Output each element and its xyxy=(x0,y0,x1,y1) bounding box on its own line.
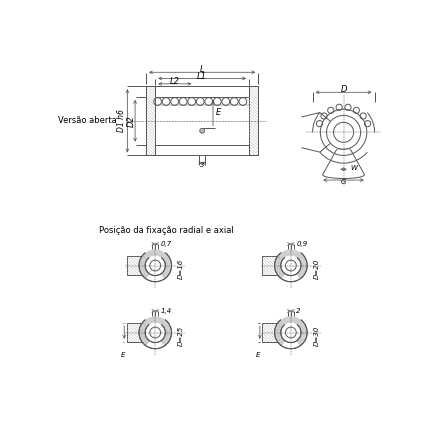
Text: D=16: D=16 xyxy=(178,259,184,279)
Text: 0,7: 0,7 xyxy=(161,241,172,247)
Bar xyxy=(146,86,155,155)
Bar xyxy=(126,256,143,275)
Text: D=25: D=25 xyxy=(178,326,184,346)
Text: Posição da fixação radial e axial: Posição da fixação radial e axial xyxy=(99,226,234,235)
Text: D=30: D=30 xyxy=(313,326,320,346)
Text: E: E xyxy=(120,352,125,358)
Text: 0,9: 0,9 xyxy=(296,241,307,247)
Bar xyxy=(249,86,258,155)
Bar xyxy=(262,323,279,342)
Text: 2: 2 xyxy=(296,308,301,314)
Text: L: L xyxy=(200,66,204,75)
Text: D2: D2 xyxy=(127,115,136,127)
Text: E: E xyxy=(256,352,261,358)
Text: D: D xyxy=(341,85,347,94)
Text: 1,4: 1,4 xyxy=(161,308,172,314)
Text: G: G xyxy=(341,179,346,185)
Text: 3: 3 xyxy=(200,163,204,169)
Text: D=20: D=20 xyxy=(313,259,320,279)
Bar xyxy=(126,323,143,342)
Text: L2: L2 xyxy=(170,77,180,86)
Text: W: W xyxy=(350,165,357,171)
Text: Versão aberta: Versão aberta xyxy=(58,116,117,125)
Bar xyxy=(262,256,279,275)
Text: E: E xyxy=(215,108,221,117)
Text: D1 h6: D1 h6 xyxy=(117,109,126,132)
Text: L1: L1 xyxy=(197,72,207,81)
